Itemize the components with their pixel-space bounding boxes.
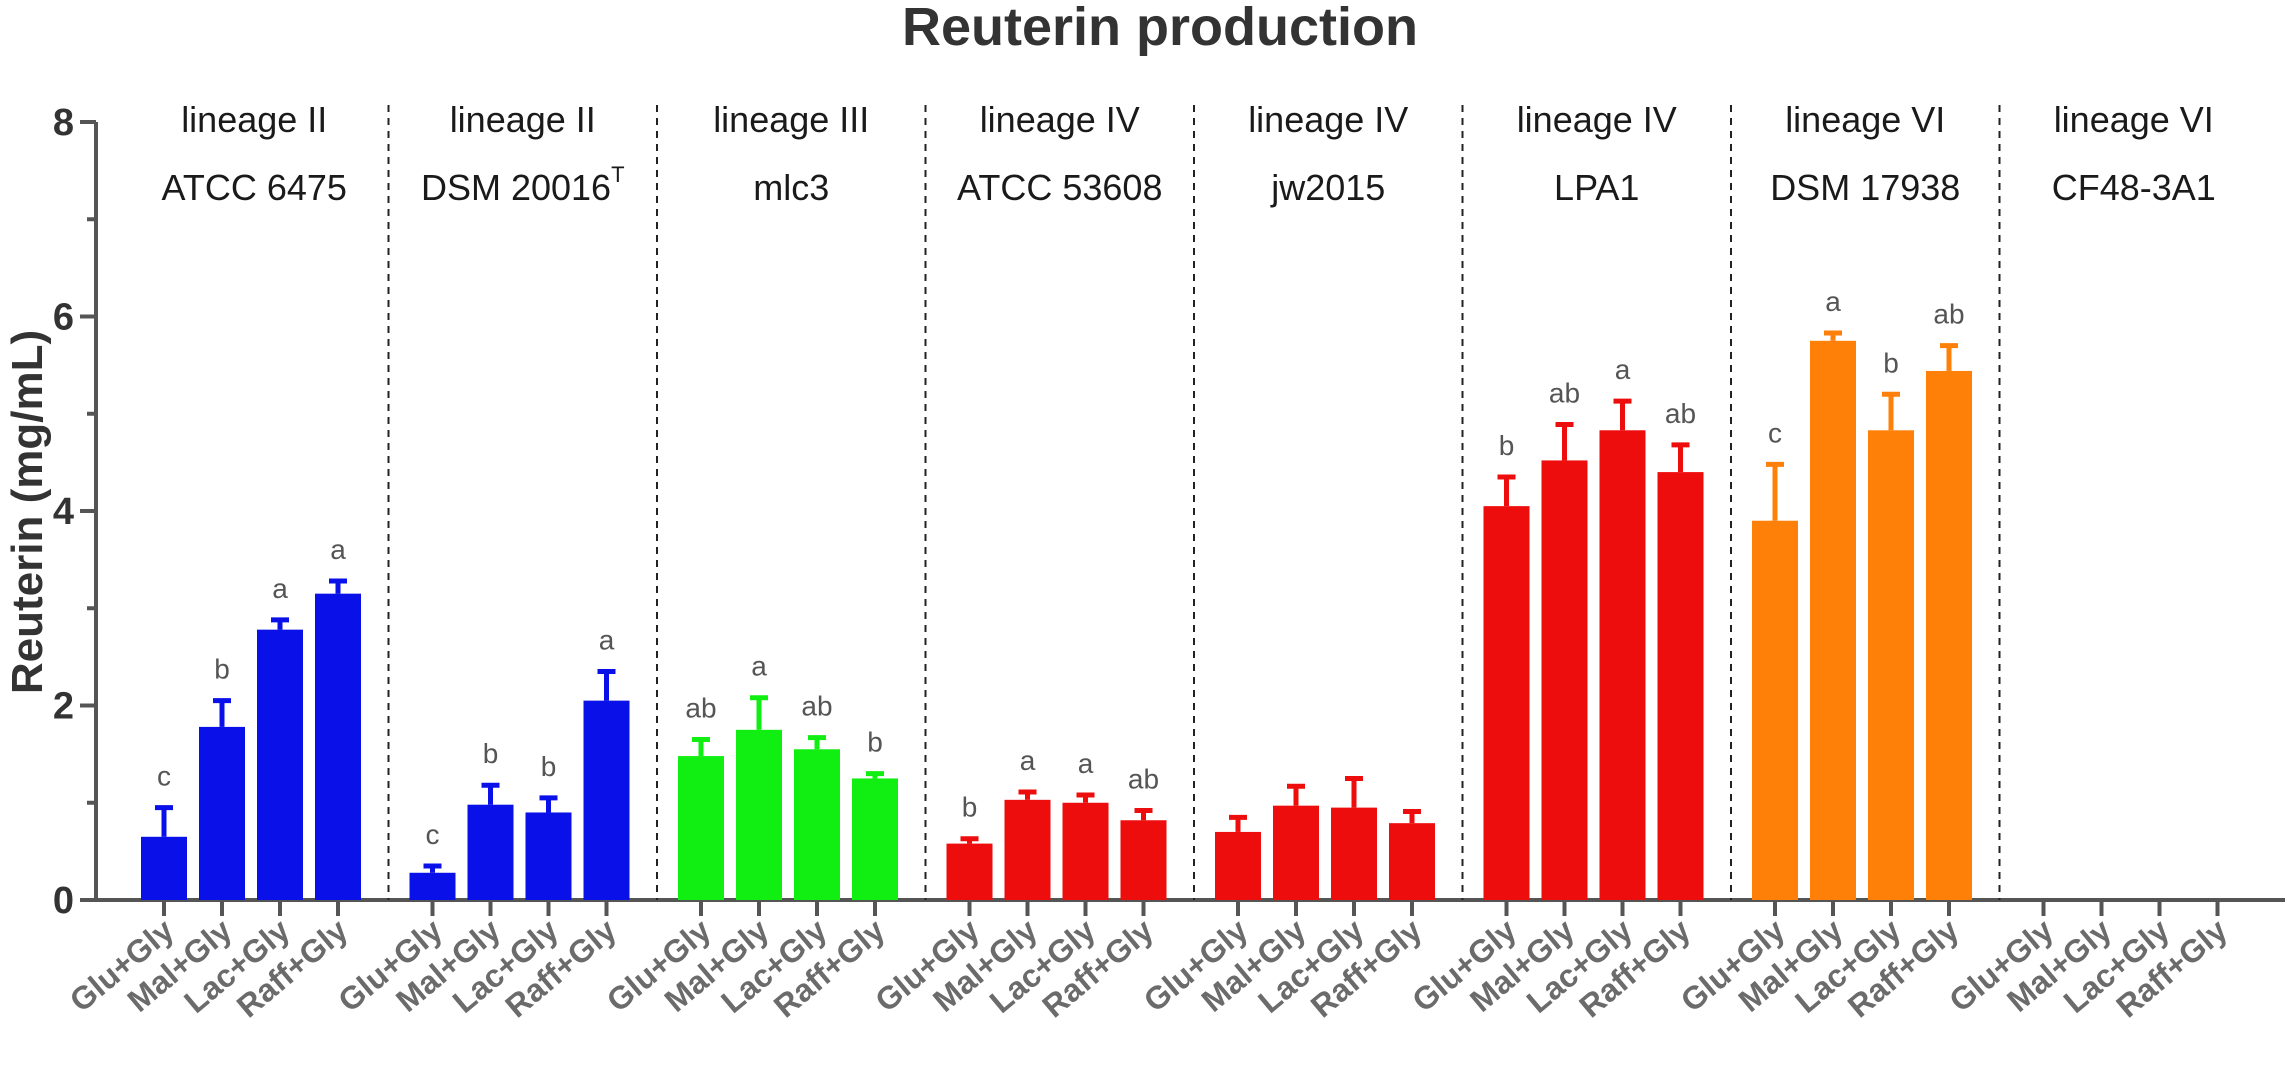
- significance-letter: b: [962, 792, 978, 823]
- bar: [1926, 370, 1972, 901]
- y-tick-label: 2: [53, 686, 74, 728]
- significance-letter: a: [599, 624, 615, 655]
- bar: [199, 726, 245, 900]
- group-strain-label: mlc3: [753, 167, 829, 208]
- bar: [1752, 520, 1798, 900]
- bar: [1273, 805, 1319, 900]
- significance-letter: a: [1020, 745, 1036, 776]
- significance-letter: a: [1078, 748, 1094, 779]
- significance-letter: c: [426, 819, 440, 850]
- bar: [141, 836, 187, 900]
- y-tick-label: 0: [53, 880, 74, 922]
- bar: [1389, 823, 1435, 900]
- significance-letter: b: [1499, 430, 1515, 461]
- significance-letter: ab: [1128, 764, 1159, 795]
- bar: [794, 749, 840, 900]
- group-strain-label: LPA1: [1554, 167, 1639, 208]
- group-lineage-label: lineage VI: [1785, 99, 1945, 140]
- bar: [1004, 799, 1051, 900]
- group-labels: lineage II ATCC 6475 lineage II DSM 20016T l…: [162, 99, 2216, 208]
- x-tick-labels: Glu+GlyMal+GlyLac+GlyRaff+GlyGlu+GlyMal+…: [63, 900, 2234, 1025]
- bar: [1062, 802, 1109, 900]
- group-lineage-label: lineage VI: [2054, 99, 2214, 140]
- group-lineage-label: lineage II: [181, 99, 327, 140]
- significance-letter: a: [272, 573, 288, 604]
- group-strain-label: ATCC 6475: [162, 167, 347, 208]
- bar: [1541, 460, 1588, 900]
- bar: [736, 729, 782, 900]
- significance-letter: ab: [801, 691, 832, 722]
- bar: [1120, 820, 1167, 900]
- group-strain-label: CF48-3A1: [2052, 167, 2216, 208]
- group-strain-label: DSM 20016T: [421, 162, 625, 208]
- bar: [1483, 506, 1530, 900]
- significance-letter: b: [867, 727, 883, 758]
- group-lineage-label: lineage II: [450, 99, 596, 140]
- significance-letter: a: [1825, 286, 1841, 317]
- bar: [1215, 831, 1261, 900]
- group-lineage-label: lineage IV: [1517, 99, 1677, 140]
- significance-letter: ab: [1665, 398, 1696, 429]
- y-axis: 0 2 4 6 8: [53, 102, 98, 922]
- significance-letter: c: [157, 761, 171, 792]
- significance-letter: b: [483, 738, 499, 769]
- group-strain-label: jw2015: [1270, 167, 1385, 208]
- bar: [257, 629, 303, 900]
- group-lineage-label: lineage IV: [980, 99, 1140, 140]
- significance-letter: a: [1615, 354, 1631, 385]
- bar: [315, 593, 361, 900]
- bar: [1810, 340, 1856, 900]
- group-lineage-label: lineage III: [713, 99, 869, 140]
- bar: [525, 812, 572, 900]
- bar: [678, 756, 724, 900]
- bar: [1599, 430, 1646, 900]
- significance-letter: ab: [1549, 377, 1580, 408]
- y-tick-label: 6: [53, 297, 74, 339]
- significance-letter: a: [330, 534, 346, 565]
- bar: [1657, 472, 1704, 900]
- significance-letter: b: [214, 654, 230, 685]
- bar: [409, 872, 456, 900]
- bar: [1868, 430, 1914, 900]
- bar: [467, 804, 514, 900]
- significance-letter: c: [1768, 417, 1782, 448]
- significance-letter: ab: [1933, 299, 1964, 330]
- group-strain-label: ATCC 53608: [957, 167, 1162, 208]
- bar: [946, 843, 993, 900]
- significance-letter: a: [751, 651, 767, 682]
- significance-letter: b: [1883, 347, 1899, 378]
- significance-letter: ab: [685, 693, 716, 724]
- chart-title: Reuterin production: [902, 0, 1418, 57]
- bar: [852, 778, 898, 900]
- y-axis-label: Reuterin (mg/mL): [3, 330, 52, 694]
- y-tick-label: 8: [53, 102, 74, 144]
- bar: [1331, 807, 1377, 900]
- group-strain-label: DSM 17938: [1770, 167, 1960, 208]
- y-tick-label: 4: [53, 491, 74, 533]
- bar: [583, 700, 630, 900]
- group-separators: [387, 105, 2001, 900]
- group-lineage-label: lineage IV: [1248, 99, 1408, 140]
- significance-letter: b: [541, 751, 557, 782]
